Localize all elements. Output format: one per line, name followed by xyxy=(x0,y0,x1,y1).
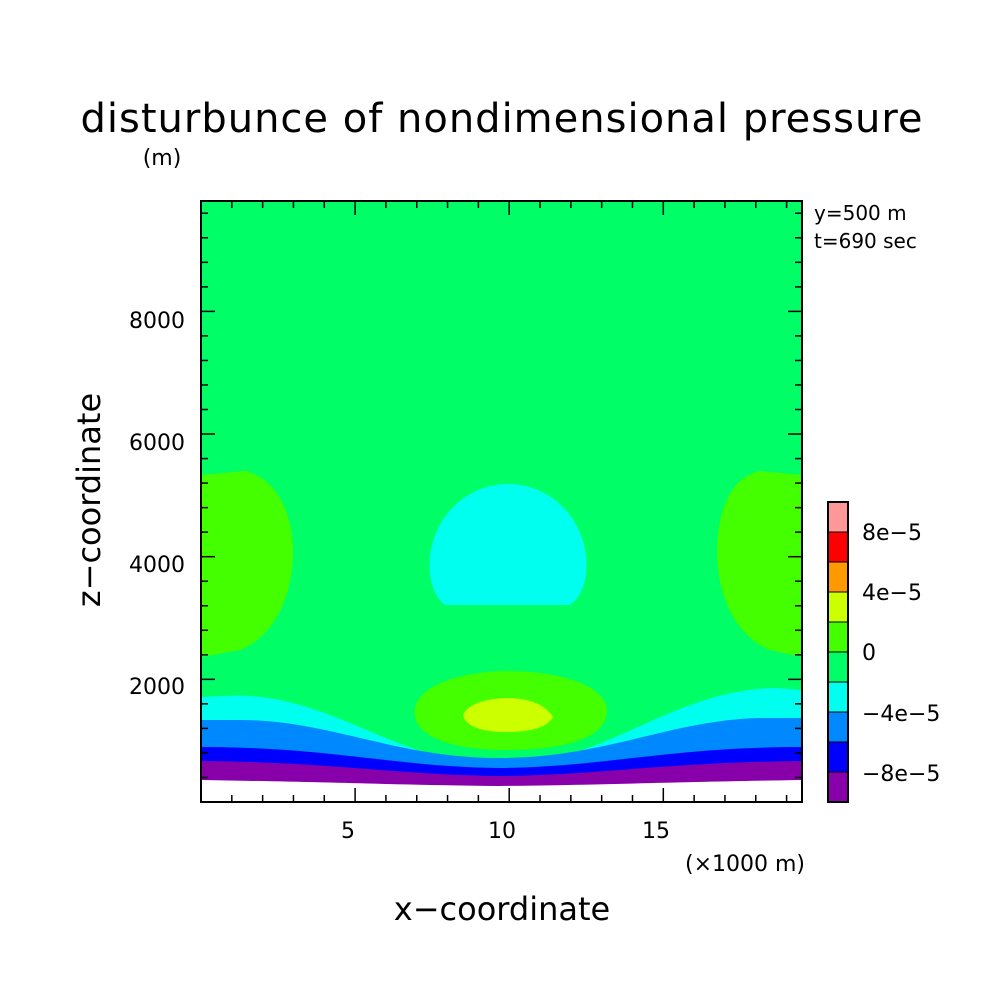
y-unit-label: (m) xyxy=(143,146,182,171)
colorbar-swatch xyxy=(828,712,848,742)
y-tick-label: 2000 xyxy=(129,675,185,700)
axis-ticks xyxy=(201,201,802,802)
colorbar-swatch xyxy=(828,562,848,592)
y-tick-label: 8000 xyxy=(129,309,185,334)
colorbar-swatch xyxy=(828,622,848,652)
colorbar-swatch xyxy=(828,652,848,682)
colorbar-swatch xyxy=(828,532,848,562)
colorbar-tick-label: 0 xyxy=(862,641,876,666)
colorbar-tick-label: −8e−5 xyxy=(862,762,940,787)
x-unit-label: (×1000 m) xyxy=(685,852,805,877)
time-annotation: t=690 sec xyxy=(814,229,917,253)
colorbar-swatch xyxy=(828,682,848,712)
y-position-annotation: y=500 m xyxy=(814,201,907,225)
colorbar xyxy=(827,501,849,803)
colorbar-swatch xyxy=(828,742,848,772)
colorbar-swatch xyxy=(828,592,848,622)
x-tick-label: 15 xyxy=(642,819,670,844)
colorbar-swatch xyxy=(828,772,848,802)
colorbar-swatch xyxy=(828,502,848,532)
y-axis-label: z−coordinate xyxy=(70,393,108,607)
contour-central-dome xyxy=(429,484,587,605)
contour-ground-blank xyxy=(201,780,802,802)
contour-left-lobe xyxy=(201,471,293,657)
x-axis-label: x−coordinate xyxy=(394,890,610,928)
colorbar-tick-label: −4e−5 xyxy=(862,702,940,727)
contour-right-lobe xyxy=(717,471,802,657)
contour-lower-core xyxy=(463,698,553,732)
chart-title: disturbunce of nondimensional pressure xyxy=(81,96,924,142)
colorbar-tick-label: 8e−5 xyxy=(862,521,922,546)
x-tick-label: 5 xyxy=(341,819,355,844)
contour-fill-layer xyxy=(201,201,802,802)
x-tick-label: 10 xyxy=(488,819,516,844)
plot-frame xyxy=(200,200,803,803)
colorbar-frame xyxy=(827,501,849,803)
colorbar-tick-label: 4e−5 xyxy=(862,581,922,606)
y-tick-label: 6000 xyxy=(129,431,185,456)
y-tick-label: 4000 xyxy=(129,553,185,578)
contour-purple-bottom-edge xyxy=(201,780,802,786)
